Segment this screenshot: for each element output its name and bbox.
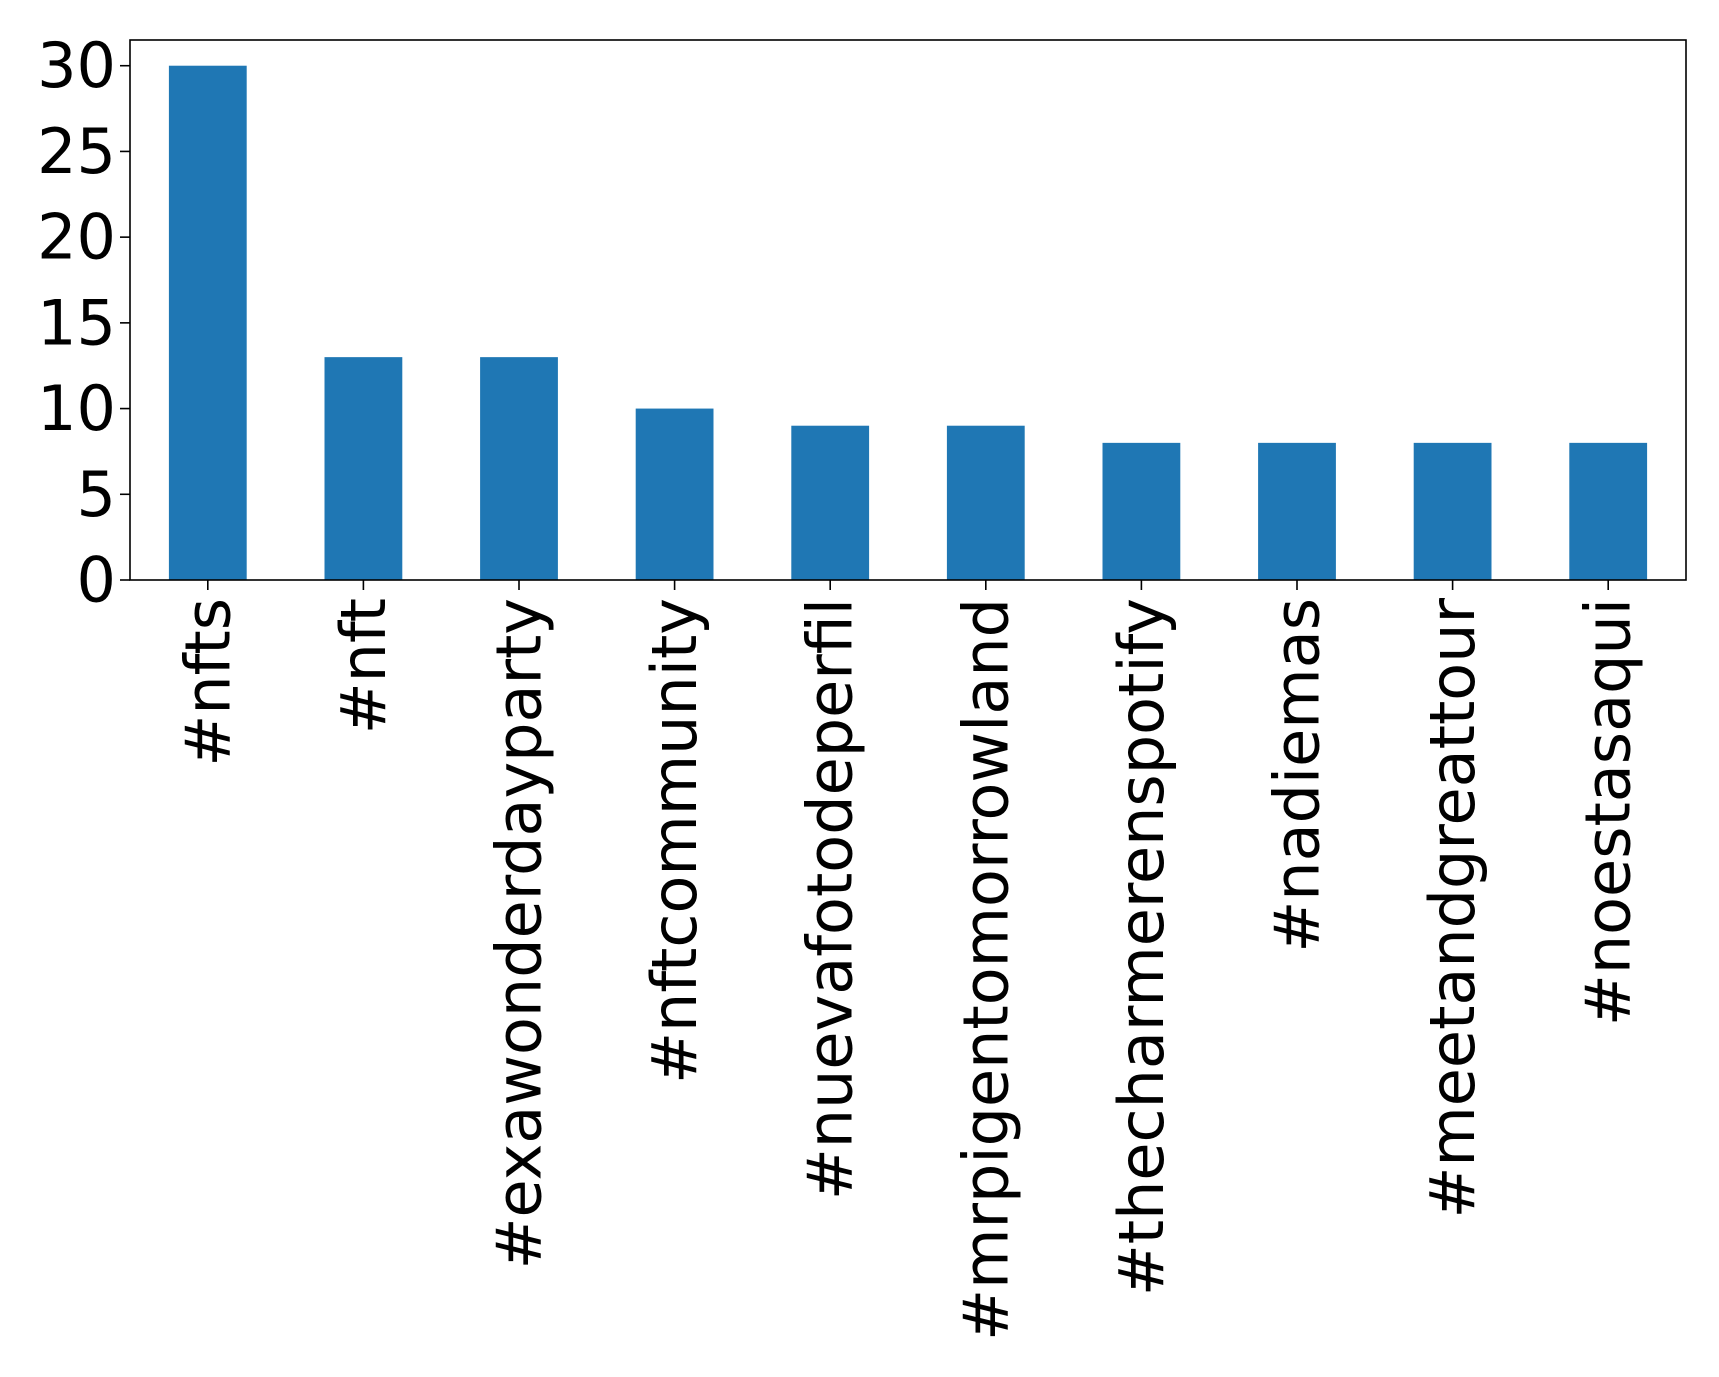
x-tick-label: #mrpigentomorrowland <box>949 598 1022 1341</box>
x-tick-label: #nfts <box>171 598 244 767</box>
y-tick-label: 5 <box>77 458 116 531</box>
x-tick-label: #thecharmerenspotify <box>1105 598 1178 1296</box>
x-tick-label: #noestasaqui <box>1572 598 1645 1026</box>
bar-nft <box>324 357 403 580</box>
bar-exawonderdayparty <box>480 357 558 580</box>
x-tick-label: #nadiemas <box>1261 598 1334 953</box>
x-tick-label: #meetandgreattour <box>1416 597 1489 1218</box>
y-tick-label: 25 <box>37 115 116 188</box>
bars-group <box>168 65 1648 580</box>
y-axis: 0 5 10 15 20 25 30 <box>37 29 130 617</box>
x-axis: #nfts #nft #exawonderdayparty #nftcommunity… <box>171 580 1645 1341</box>
bar-mrpigentomorrowland <box>946 425 1025 580</box>
plot-frame <box>129 39 1687 581</box>
y-tick-label: 15 <box>37 286 116 359</box>
x-tick-label: #nuevafotodeperfil <box>794 598 867 1200</box>
bar-thecharmerenspotify <box>1102 442 1181 580</box>
x-tick-label: #nft <box>327 598 400 734</box>
bar-noestasaqui <box>1569 442 1648 580</box>
x-tick-label: #nftcommunity <box>638 598 711 1084</box>
x-tick-label: #exawonderdayparty <box>483 598 556 1269</box>
y-tick-label: 20 <box>37 201 116 274</box>
bar-meetandgreattour <box>1413 442 1492 580</box>
y-tick-label: 10 <box>37 372 116 445</box>
y-tick-label: 0 <box>77 544 116 617</box>
bar-nuevafotodeperfil <box>791 425 870 580</box>
bar-nftcommunity <box>635 408 714 580</box>
bar-nfts <box>168 65 247 580</box>
y-tick-label: 30 <box>37 29 116 102</box>
bar-nadiemas <box>1258 442 1336 580</box>
